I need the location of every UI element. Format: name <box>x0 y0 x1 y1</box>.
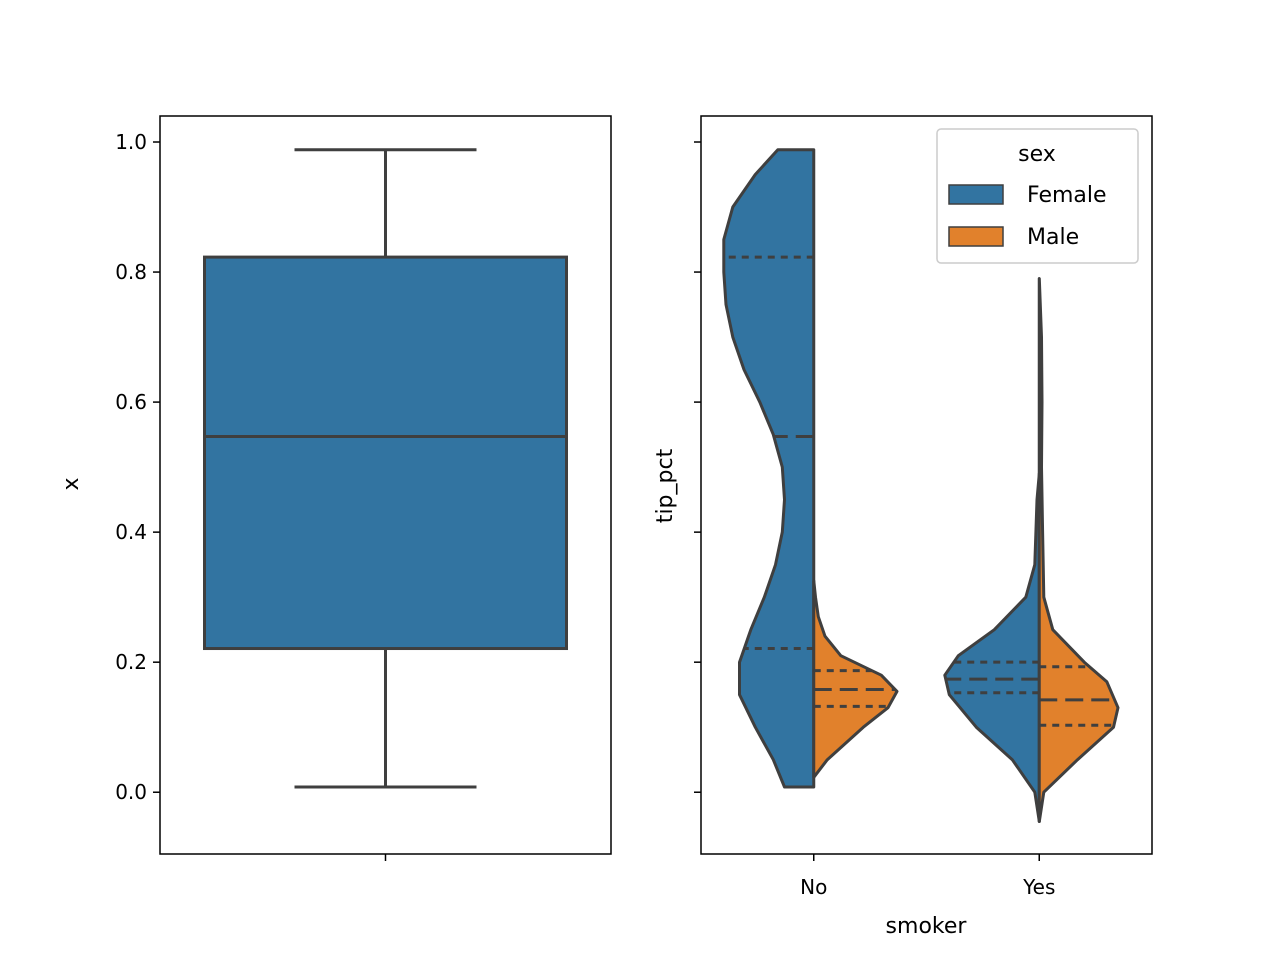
legend-title: sex <box>1018 142 1056 167</box>
legend-label-male: Male <box>1027 225 1079 250</box>
box-iqr <box>203 255 568 651</box>
y-tick-label: 0.6 <box>115 390 147 414</box>
violin-panel: No Yes <box>694 115 1153 899</box>
x-axis-label-smoker: smoker <box>886 914 968 939</box>
y-axis-label-tip-pct: tip_pct <box>653 448 678 523</box>
legend-swatch-female <box>948 184 1004 205</box>
violin-half-female-yes <box>943 472 1041 823</box>
x-tick-label-no: No <box>800 875 827 899</box>
y-tick-label: 0.8 <box>115 260 147 284</box>
y-axis-label-x: x <box>59 477 84 490</box>
y-tick-label: 0.0 <box>115 780 147 804</box>
violin-half-male-yes <box>1037 277 1120 823</box>
y-tick-label: 0.2 <box>115 650 147 674</box>
y-tick-label: 0.4 <box>115 520 147 544</box>
y-tick-label: 1.0 <box>115 130 147 154</box>
x-tick-label-yes: Yes <box>1022 875 1055 899</box>
violin-half-female-no <box>722 148 816 789</box>
legend-swatch-male <box>948 226 1004 247</box>
legend: sex Female Male <box>936 128 1139 264</box>
boxplot-panel: 0.0 0.2 0.4 0.6 0.8 1.0 <box>115 115 612 861</box>
legend-label-female: Female <box>1027 183 1107 208</box>
axes-frame <box>700 115 1153 855</box>
violin-half-male-no <box>812 579 899 779</box>
